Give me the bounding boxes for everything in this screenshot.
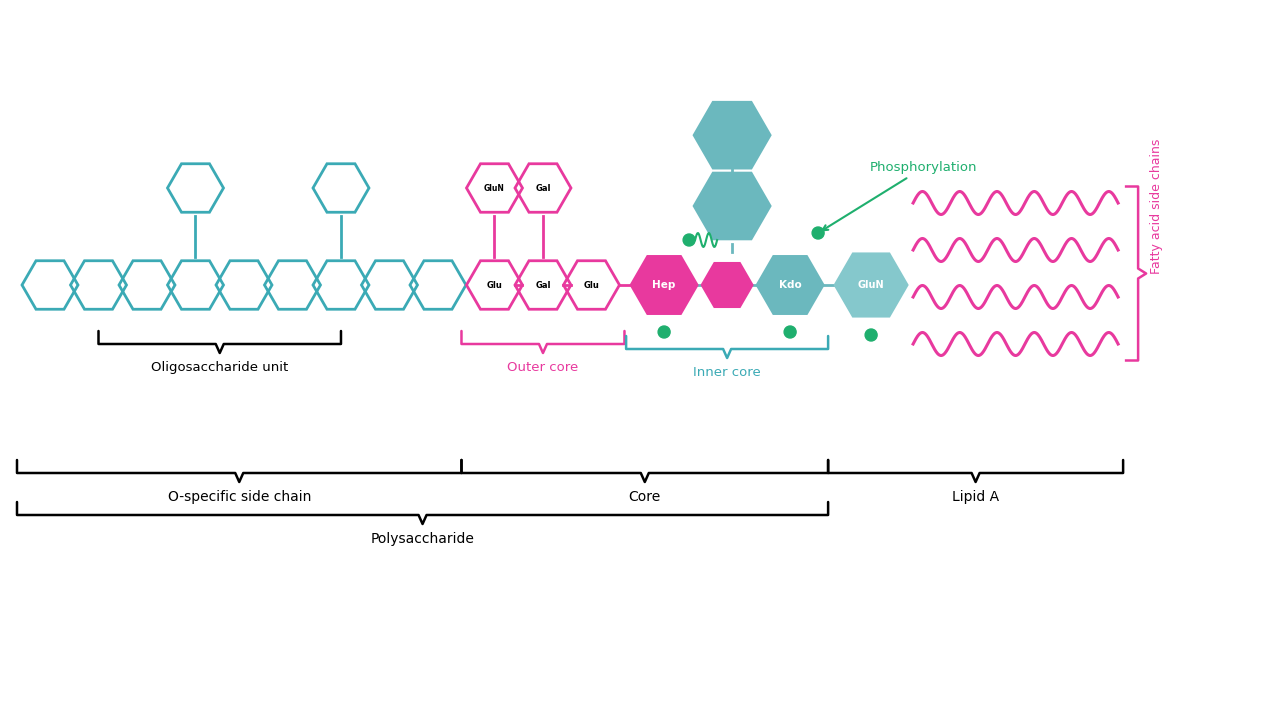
Text: Polysaccharide: Polysaccharide (371, 532, 475, 546)
Polygon shape (703, 264, 753, 307)
Text: Gal: Gal (535, 281, 550, 289)
Text: Oligosaccharide unit: Oligosaccharide unit (151, 361, 288, 374)
Circle shape (658, 326, 671, 338)
Text: GluN: GluN (858, 280, 884, 290)
Text: Lipid A: Lipid A (952, 490, 1000, 504)
Circle shape (785, 326, 796, 338)
Polygon shape (631, 256, 698, 314)
Polygon shape (694, 173, 771, 239)
Circle shape (684, 234, 695, 246)
Polygon shape (694, 102, 771, 168)
Text: O-specific side chain: O-specific side chain (168, 490, 311, 504)
Circle shape (812, 227, 824, 239)
Circle shape (865, 329, 877, 341)
Text: Hep: Hep (653, 280, 676, 290)
Text: Phosphorylation: Phosphorylation (823, 161, 978, 230)
Text: Glu: Glu (486, 281, 503, 289)
Text: Gal: Gal (535, 184, 550, 192)
Text: Core: Core (628, 490, 660, 504)
Text: Kdo: Kdo (778, 280, 801, 290)
Text: Fatty acid side chains: Fatty acid side chains (1149, 138, 1162, 274)
Polygon shape (835, 254, 908, 316)
Polygon shape (756, 256, 823, 314)
Text: Glu: Glu (584, 281, 599, 289)
Text: GluN: GluN (484, 184, 504, 192)
Text: Outer core: Outer core (507, 361, 579, 374)
Text: Inner core: Inner core (694, 366, 762, 379)
